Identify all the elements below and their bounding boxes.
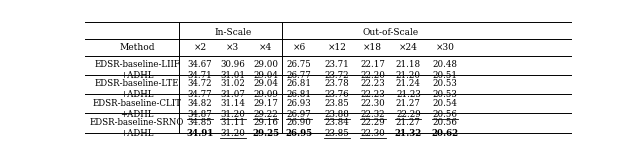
Text: 20.53: 20.53 bbox=[433, 90, 458, 100]
Text: ×18: ×18 bbox=[363, 43, 382, 52]
Text: ×12: ×12 bbox=[328, 43, 346, 52]
Text: 26.90: 26.90 bbox=[287, 118, 312, 127]
Text: 30.96: 30.96 bbox=[220, 60, 245, 69]
Text: ×2: ×2 bbox=[193, 43, 207, 52]
Text: EDSR-baseline-CLIT: EDSR-baseline-CLIT bbox=[93, 99, 182, 108]
Text: 26.81: 26.81 bbox=[287, 79, 312, 88]
Text: EDSR-baseline-LTE: EDSR-baseline-LTE bbox=[95, 79, 179, 88]
Text: ×30: ×30 bbox=[436, 43, 454, 52]
Text: 29.09: 29.09 bbox=[253, 90, 278, 100]
Text: In-Scale: In-Scale bbox=[214, 28, 252, 37]
Text: 23.84: 23.84 bbox=[324, 118, 349, 127]
Text: +ADHL: +ADHL bbox=[120, 129, 154, 138]
Text: 23.85: 23.85 bbox=[324, 129, 349, 138]
Text: 23.71: 23.71 bbox=[324, 60, 349, 69]
Text: +ADHL: +ADHL bbox=[120, 90, 154, 100]
Text: 29.25: 29.25 bbox=[252, 129, 279, 138]
Text: 20.53: 20.53 bbox=[433, 79, 458, 88]
Text: 29.04: 29.04 bbox=[253, 71, 278, 80]
Text: Out-of-Scale: Out-of-Scale bbox=[362, 28, 419, 37]
Text: 31.07: 31.07 bbox=[220, 90, 245, 100]
Text: 22.23: 22.23 bbox=[360, 90, 385, 100]
Text: 22.17: 22.17 bbox=[360, 60, 385, 69]
Text: EDSR-baseline-LIIF: EDSR-baseline-LIIF bbox=[94, 60, 180, 69]
Text: 34.67: 34.67 bbox=[188, 60, 212, 69]
Text: 29.00: 29.00 bbox=[253, 60, 278, 69]
Text: 22.32: 22.32 bbox=[360, 110, 385, 119]
Text: 22.20: 22.20 bbox=[360, 71, 385, 80]
Text: 26.81: 26.81 bbox=[287, 90, 312, 100]
Text: 21.32: 21.32 bbox=[395, 129, 422, 138]
Text: 31.01: 31.01 bbox=[220, 71, 245, 80]
Text: 22.29: 22.29 bbox=[396, 110, 420, 119]
Text: 29.16: 29.16 bbox=[253, 118, 278, 127]
Text: 21.18: 21.18 bbox=[396, 60, 421, 69]
Text: 31.20: 31.20 bbox=[220, 129, 245, 138]
Text: 34.82: 34.82 bbox=[188, 99, 212, 108]
Text: 23.88: 23.88 bbox=[324, 110, 349, 119]
Text: 34.91: 34.91 bbox=[186, 129, 214, 138]
Text: 34.72: 34.72 bbox=[188, 79, 212, 88]
Text: 20.54: 20.54 bbox=[433, 99, 458, 108]
Text: 20.62: 20.62 bbox=[431, 129, 459, 138]
Text: 20.56: 20.56 bbox=[433, 118, 458, 127]
Text: 23.85: 23.85 bbox=[324, 99, 349, 108]
Text: 22.30: 22.30 bbox=[360, 129, 385, 138]
Text: 23.76: 23.76 bbox=[324, 90, 349, 100]
Text: +ADHL: +ADHL bbox=[120, 71, 154, 80]
Text: +ADHL: +ADHL bbox=[120, 110, 154, 119]
Text: ×6: ×6 bbox=[292, 43, 306, 52]
Text: 20.56: 20.56 bbox=[433, 110, 458, 119]
Text: 26.95: 26.95 bbox=[285, 129, 313, 138]
Text: 34.85: 34.85 bbox=[188, 118, 212, 127]
Text: 29.04: 29.04 bbox=[253, 79, 278, 88]
Text: 34.71: 34.71 bbox=[188, 71, 212, 80]
Text: 23.78: 23.78 bbox=[324, 79, 349, 88]
Text: 29.17: 29.17 bbox=[253, 99, 278, 108]
Text: 22.30: 22.30 bbox=[360, 99, 385, 108]
Text: 21.20: 21.20 bbox=[396, 71, 421, 80]
Text: 34.87: 34.87 bbox=[188, 110, 212, 119]
Text: 26.97: 26.97 bbox=[287, 110, 312, 119]
Text: 31.14: 31.14 bbox=[220, 99, 245, 108]
Text: 21.27: 21.27 bbox=[396, 118, 420, 127]
Text: 26.77: 26.77 bbox=[287, 71, 312, 80]
Text: 29.22: 29.22 bbox=[253, 110, 278, 119]
Text: ×3: ×3 bbox=[226, 43, 239, 52]
Text: 31.02: 31.02 bbox=[220, 79, 245, 88]
Text: 34.77: 34.77 bbox=[188, 90, 212, 100]
Text: 22.29: 22.29 bbox=[360, 118, 385, 127]
Text: 31.20: 31.20 bbox=[220, 110, 245, 119]
Text: 20.48: 20.48 bbox=[433, 60, 458, 69]
Text: 21.27: 21.27 bbox=[396, 99, 420, 108]
Text: EDSR-baseline-SRNO: EDSR-baseline-SRNO bbox=[90, 118, 184, 127]
Text: 20.51: 20.51 bbox=[433, 71, 458, 80]
Text: 26.75: 26.75 bbox=[287, 60, 312, 69]
Text: 22.23: 22.23 bbox=[360, 79, 385, 88]
Text: 26.93: 26.93 bbox=[287, 99, 312, 108]
Text: Method: Method bbox=[119, 43, 155, 52]
Text: 23.72: 23.72 bbox=[324, 71, 349, 80]
Text: ×24: ×24 bbox=[399, 43, 418, 52]
Text: 31.11: 31.11 bbox=[220, 118, 245, 127]
Text: ×4: ×4 bbox=[259, 43, 272, 52]
Text: 21.23: 21.23 bbox=[396, 90, 420, 100]
Text: 21.24: 21.24 bbox=[396, 79, 420, 88]
